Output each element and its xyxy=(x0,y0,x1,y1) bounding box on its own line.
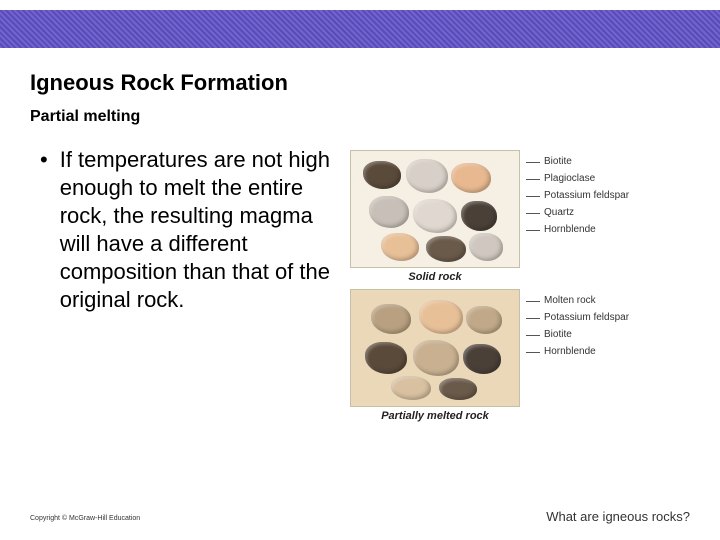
melted-rock-caption: Partially melted rock xyxy=(350,410,520,422)
mineral-shape xyxy=(469,233,503,261)
solid-rock-caption: Solid rock xyxy=(350,271,520,283)
bullet-marker: • xyxy=(30,146,48,314)
mineral-label: Plagioclase xyxy=(526,173,629,184)
slide-content: Igneous Rock Formation Partial melting •… xyxy=(0,48,720,422)
bullet-text: If temperatures are not high enough to m… xyxy=(60,146,340,314)
mineral-label: Biotite xyxy=(526,156,629,167)
slide-subtitle: Partial melting xyxy=(30,108,690,126)
mineral-shape xyxy=(413,199,457,233)
mineral-shape xyxy=(369,196,409,228)
mineral-shape xyxy=(439,378,477,400)
mineral-shape xyxy=(451,163,491,193)
bullet-item: • If temperatures are not high enough to… xyxy=(30,146,340,314)
diagram-column: Solid rock Biotite Plagioclase Potassium f… xyxy=(350,146,690,422)
mineral-label: Potassium feldspar xyxy=(526,190,629,201)
mineral-shape xyxy=(363,161,401,189)
mineral-shape xyxy=(466,306,502,334)
solid-rock-block: Solid rock Biotite Plagioclase Potassium f… xyxy=(350,150,690,283)
footer-question: What are igneous rocks? xyxy=(546,509,690,524)
slide-title: Igneous Rock Formation xyxy=(30,70,690,96)
mineral-label: Hornblende xyxy=(526,346,629,357)
mineral-shape xyxy=(406,159,448,193)
solid-rock-illustration xyxy=(350,150,520,268)
mineral-shape xyxy=(426,236,466,262)
melted-rock-block: Partially melted rock Molten rock Potassi… xyxy=(350,289,690,422)
header-accent-bar xyxy=(0,0,720,48)
melted-rock-labels: Molten rock Potassium feldspar Biotite Horn… xyxy=(526,289,629,357)
bullet-column: • If temperatures are not high enough to… xyxy=(30,146,340,422)
mineral-shape xyxy=(461,201,497,231)
mineral-shape xyxy=(413,340,459,376)
mineral-shape xyxy=(381,233,419,261)
mineral-shape xyxy=(391,376,431,400)
mineral-label: Potassium feldspar xyxy=(526,312,629,323)
copyright-text: Copyright © McGraw-Hill Education xyxy=(30,515,140,522)
mineral-label: Biotite xyxy=(526,329,629,340)
mineral-label: Hornblende xyxy=(526,224,629,235)
mineral-label: Molten rock xyxy=(526,295,629,306)
mineral-label: Quartz xyxy=(526,207,629,218)
mineral-shape xyxy=(371,304,411,334)
mineral-shape xyxy=(365,342,407,374)
solid-rock-labels: Biotite Plagioclase Potassium feldspar Quar… xyxy=(526,150,629,235)
mineral-shape xyxy=(419,300,463,334)
melted-rock-illustration xyxy=(350,289,520,407)
main-row: • If temperatures are not high enough to… xyxy=(30,146,690,422)
mineral-shape xyxy=(463,344,501,374)
